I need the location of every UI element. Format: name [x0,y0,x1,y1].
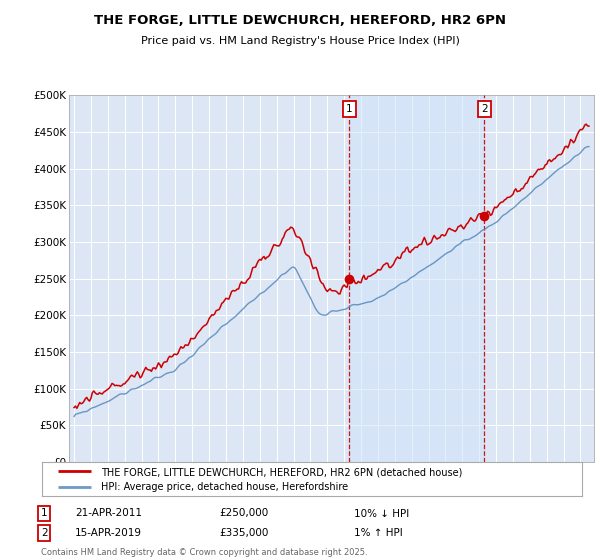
Text: 1: 1 [41,508,47,519]
Text: 10% ↓ HPI: 10% ↓ HPI [354,508,409,519]
Text: 15-APR-2019: 15-APR-2019 [75,528,142,538]
Text: £250,000: £250,000 [219,508,268,519]
Text: £335,000: £335,000 [219,528,268,538]
Text: HPI: Average price, detached house, Herefordshire: HPI: Average price, detached house, Here… [101,482,349,492]
Bar [349,95,484,462]
Text: THE FORGE, LITTLE DEWCHURCH, HEREFORD, HR2 6PN: THE FORGE, LITTLE DEWCHURCH, HEREFORD, H… [94,14,506,27]
Text: 1% ↑ HPI: 1% ↑ HPI [354,528,403,538]
Text: 21-APR-2011: 21-APR-2011 [75,508,142,519]
Text: 1: 1 [346,104,353,114]
Text: Price paid vs. HM Land Registry's House Price Index (HPI): Price paid vs. HM Land Registry's House … [140,36,460,46]
Text: Contains HM Land Registry data © Crown copyright and database right 2025.
This d: Contains HM Land Registry data © Crown c… [41,548,367,560]
Text: 2: 2 [481,104,488,114]
Text: 2: 2 [41,528,47,538]
Text: THE FORGE, LITTLE DEWCHURCH, HEREFORD, HR2 6PN (detached house): THE FORGE, LITTLE DEWCHURCH, HEREFORD, H… [101,467,463,477]
